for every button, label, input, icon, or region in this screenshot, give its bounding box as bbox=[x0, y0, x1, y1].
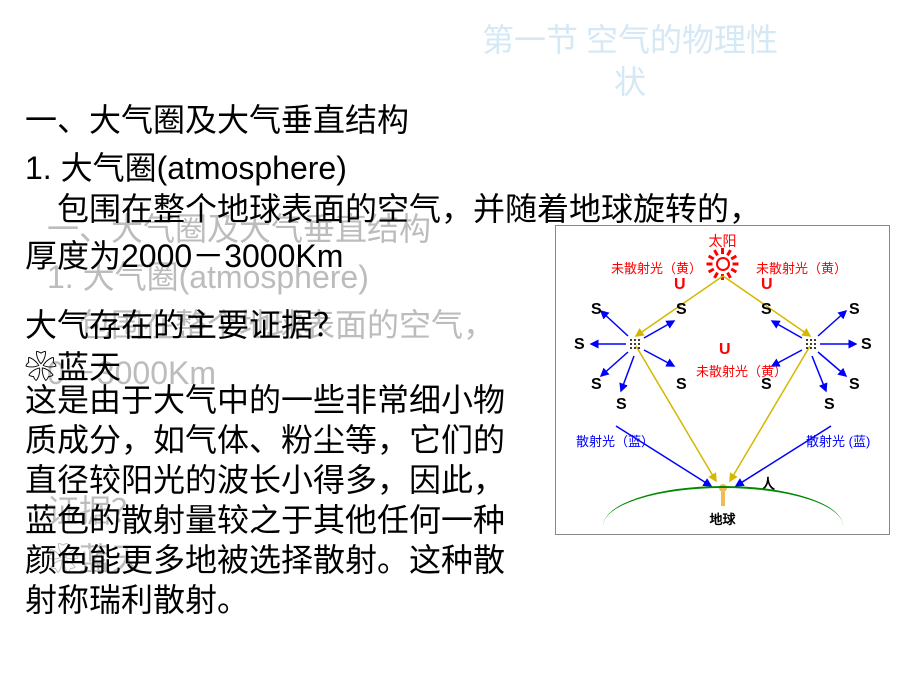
s-label-9: S bbox=[861, 336, 872, 354]
s-label-10: S bbox=[849, 376, 860, 394]
s-label-11: S bbox=[824, 396, 835, 414]
u-label-1: U bbox=[674, 276, 686, 294]
s-label-4: S bbox=[591, 376, 602, 394]
particle-left bbox=[628, 337, 642, 351]
unscattered-left-label: 未散射光（黄） bbox=[611, 258, 702, 277]
scattered-right-label: 散射光 (蓝) bbox=[806, 431, 870, 450]
u-label-2: U bbox=[761, 276, 773, 294]
scattering-diagram: 太阳 bbox=[555, 225, 890, 535]
earth-label: 地球 bbox=[709, 509, 735, 528]
particle-right bbox=[804, 337, 818, 351]
s-label-8: S bbox=[849, 301, 860, 319]
s-label-3: S bbox=[574, 336, 585, 354]
u-label-3: U bbox=[719, 341, 731, 359]
unscattered-right-label: 未散射光（黄） bbox=[756, 258, 847, 277]
s-label-12: S bbox=[761, 376, 772, 394]
s-label-6: S bbox=[676, 376, 687, 394]
s-label-5: S bbox=[616, 396, 627, 414]
scattered-left-label: 散射光（蓝） bbox=[576, 431, 654, 450]
paragraph-2: 这是由于大气中的一些非常细小物质成分，如气体、粉尘等，它们的直径较阳光的波长小得… bbox=[25, 380, 535, 620]
heading-level1: 一、大气圈及大气垂直结构 bbox=[25, 95, 895, 141]
s-label-2: S bbox=[676, 301, 687, 319]
question-text: 大气存在的主要证据？ bbox=[25, 300, 345, 346]
slide-header: 第一节 空气的物理性 状 bbox=[380, 20, 880, 103]
header-line1: 第一节 空气的物理性 bbox=[380, 20, 880, 62]
s-label-1: S bbox=[591, 301, 602, 319]
s-label-7: S bbox=[761, 301, 772, 319]
heading-level2: 1. 大气圈(atmosphere) bbox=[25, 143, 895, 189]
unscattered-mid-label: 未散射光（黄） bbox=[696, 361, 787, 380]
